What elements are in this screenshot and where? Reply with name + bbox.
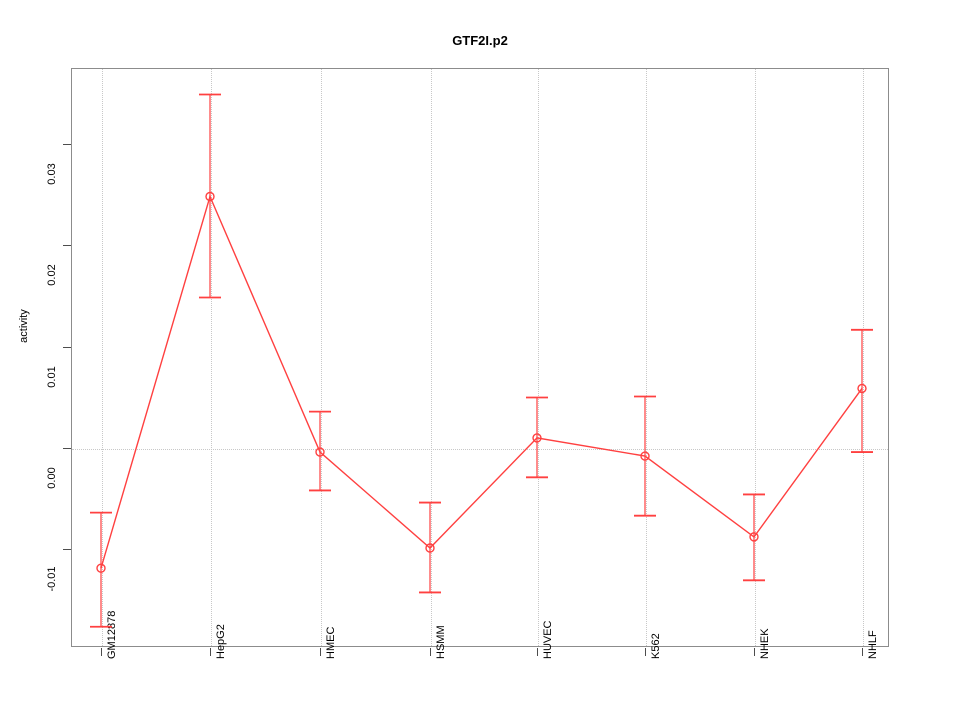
gridline-vertical: [863, 69, 864, 646]
x-axis-tick: [645, 648, 646, 656]
x-axis-tick: [320, 648, 321, 656]
x-axis-tick-label-nhlf: NHLF: [867, 630, 879, 659]
y-axis-tick: [63, 549, 71, 550]
gridline-vertical: [755, 69, 756, 646]
x-axis-tick: [862, 648, 863, 656]
y-axis-tick: [63, 144, 71, 145]
x-axis-tick: [754, 648, 755, 656]
x-axis-tick-label-hepg2: HepG2: [215, 624, 227, 659]
y-axis-tick: [63, 448, 71, 449]
y-axis-tick-label: 0.03: [46, 163, 58, 185]
y-axis-tick-label: 0.02: [46, 264, 58, 286]
y-axis-tick-label: 0.00: [46, 467, 58, 489]
x-axis-tick-label-hmec: HMEC: [325, 626, 337, 659]
x-axis-tick-label-k562: K562: [650, 633, 662, 659]
y-axis-tick-label: -0.01: [46, 566, 58, 592]
gridline-vertical: [646, 69, 647, 646]
gridline-vertical: [431, 69, 432, 646]
gridline-vertical: [102, 69, 103, 646]
gridline-vertical: [321, 69, 322, 646]
x-axis-tick: [537, 648, 538, 656]
x-axis-tick: [101, 648, 102, 656]
x-axis-tick-label-huvec: HUVEC: [542, 620, 554, 659]
page-title: GTF2I.p2: [452, 33, 508, 48]
y-axis-tick-label: 0.01: [46, 366, 58, 388]
x-axis-tick: [430, 648, 431, 656]
x-axis-tick-label-gm12878: GM12878: [106, 610, 118, 659]
y-axis-tick: [63, 347, 71, 348]
x-axis-tick: [210, 648, 211, 656]
gridline-vertical: [211, 69, 212, 646]
x-axis-tick-label-hsmm: HSMM: [435, 625, 447, 659]
y-axis-tick: [63, 245, 71, 246]
plot-area: [71, 68, 889, 647]
x-axis-tick-label-nhek: NHEK: [759, 628, 771, 659]
gridline-vertical: [538, 69, 539, 646]
y-axis-label: activity: [18, 309, 30, 343]
gridline-horizontal-zero: [72, 449, 888, 450]
